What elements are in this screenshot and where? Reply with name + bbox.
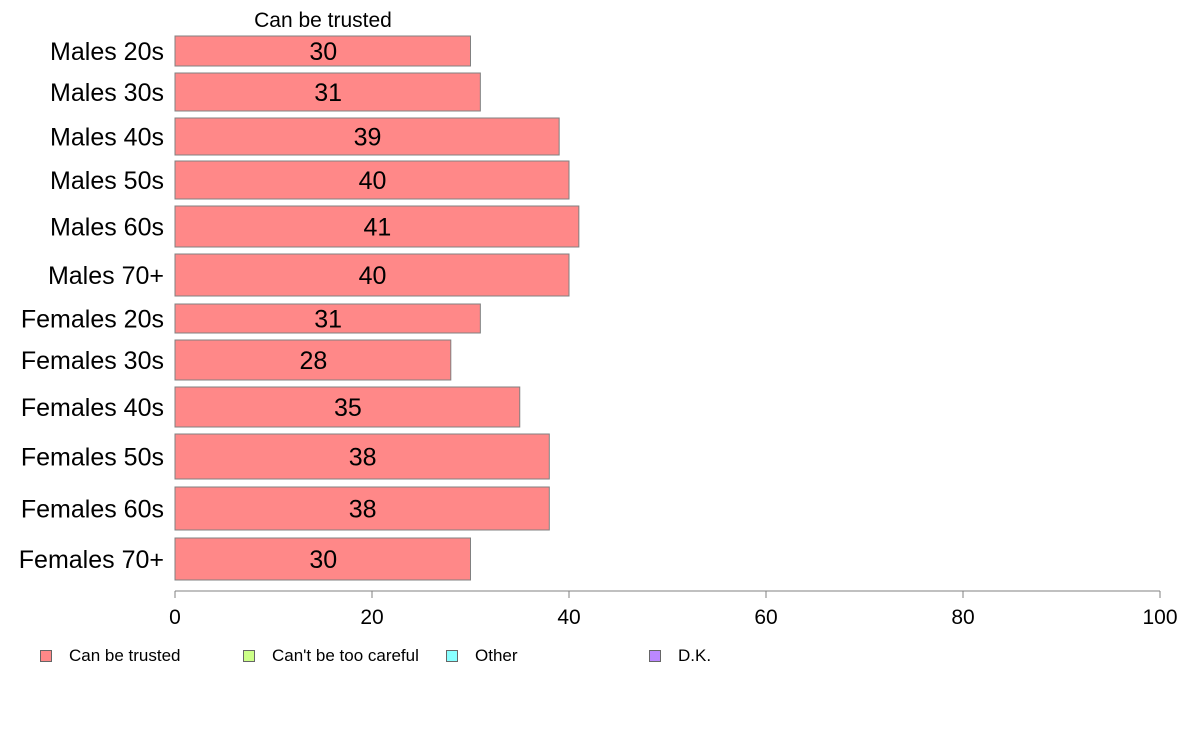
x-tick-label: 20 <box>360 606 383 629</box>
bar-value-label: 35 <box>334 394 362 422</box>
legend-label: Other <box>475 646 518 665</box>
bar-value-label: 41 <box>364 214 392 242</box>
bar-value-label: 31 <box>314 79 342 107</box>
legend-item-can-be-trusted: Can be trusted <box>40 644 181 668</box>
x-tick-label: 80 <box>951 606 974 629</box>
bar-segment <box>174 386 521 428</box>
bar-segment <box>174 117 560 156</box>
bar-value-label: 40 <box>359 262 387 290</box>
legend-swatch-icon <box>649 650 661 662</box>
category-label: Males 30s <box>50 79 164 107</box>
bar-value-label: 30 <box>309 38 337 66</box>
bar-segment <box>174 160 570 200</box>
category-label: Females 60s <box>21 496 164 524</box>
legend-label: Can be trusted <box>69 646 181 665</box>
category-label: Females 30s <box>21 347 164 375</box>
bar-segment <box>174 537 471 581</box>
legend-label: Can't be too careful <box>272 646 419 665</box>
x-axis: 0 20 40 60 80 100 <box>169 590 1178 629</box>
category-label: Males 20s <box>50 38 164 66</box>
bar-segment <box>174 339 452 381</box>
legend-swatch-icon <box>40 650 52 662</box>
category-label: Females 40s <box>21 394 164 422</box>
category-label: Males 40s <box>50 124 164 152</box>
bar-segment <box>174 35 471 67</box>
legend-item-cant-be-too-careful: Can't be too careful <box>243 644 419 668</box>
legend: Can be trusted Can't be too careful Othe… <box>0 644 1188 668</box>
bar-value-label: 31 <box>314 306 342 334</box>
legend-item-other: Other <box>446 644 518 668</box>
legend-item-dk: D.K. <box>649 644 711 668</box>
bar-segment <box>174 486 550 531</box>
legend-swatch-icon <box>243 650 255 662</box>
column-header-label: Can be trusted <box>254 9 392 32</box>
bar-segment <box>174 205 580 248</box>
bar-segment <box>174 303 481 334</box>
legend-label: D.K. <box>678 646 712 665</box>
category-label: Males 60s <box>50 214 164 242</box>
bar-value-label: 28 <box>299 347 327 375</box>
x-tick-label: 100 <box>1142 606 1177 629</box>
legend-swatch-icon <box>446 650 458 662</box>
category-label: Males 70+ <box>48 262 164 290</box>
bar-segment <box>174 253 570 297</box>
category-label: Females 70+ <box>19 546 164 574</box>
bar-value-label: 30 <box>309 546 337 574</box>
category-label: Males 50s <box>50 167 164 195</box>
x-tick-label: 0 <box>169 606 181 629</box>
bar-value-label: 38 <box>349 444 377 472</box>
bar-segment <box>174 72 481 112</box>
bar-value-label: 39 <box>354 124 382 152</box>
category-label: Females 50s <box>21 444 164 472</box>
bars-group: Males 20s 30 Males 30s 31 Males 40s 39 Males 5… <box>19 35 580 581</box>
bar-value-label: 38 <box>349 496 377 524</box>
x-tick-label: 40 <box>557 606 580 629</box>
x-tick-label: 60 <box>754 606 777 629</box>
bar-value-label: 40 <box>359 167 387 195</box>
category-label: Females 20s <box>21 306 164 334</box>
bar-segment <box>174 433 550 480</box>
